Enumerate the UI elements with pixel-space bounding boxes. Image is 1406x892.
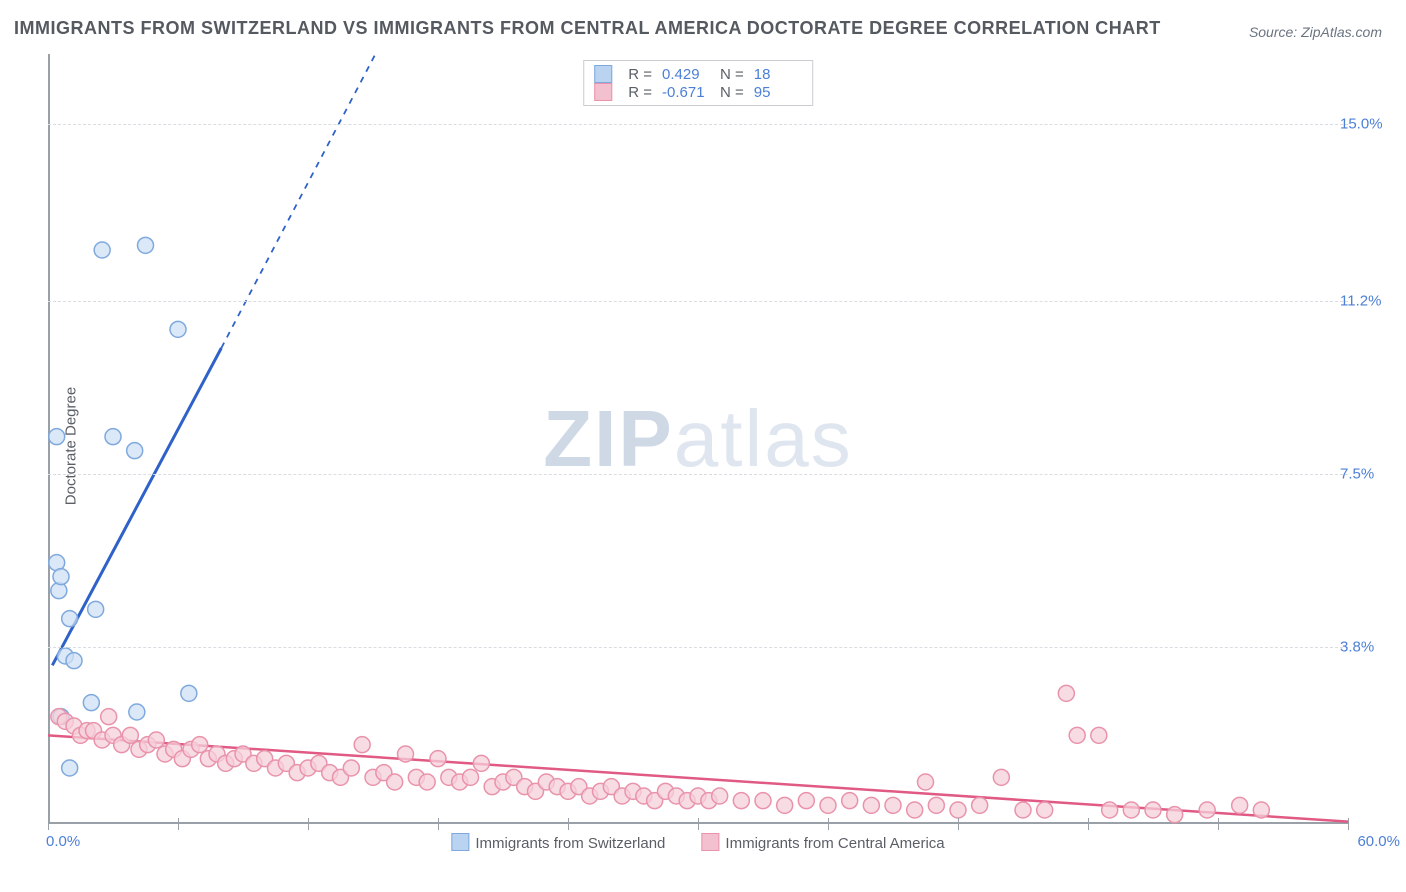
xtick-mark (1088, 818, 1089, 830)
xtick-mark (698, 818, 699, 830)
legend-bottom: Immigrants from Switzerland Immigrants f… (451, 833, 944, 852)
legend-swatch-switzerland-icon (451, 833, 469, 851)
grid-line (48, 124, 1348, 125)
xtick-mark (958, 818, 959, 830)
legend-item-switzerland: Immigrants from Switzerland (451, 833, 665, 852)
stats-box: R = 0.429 N = 18 R = -0.671 N = 95 (583, 60, 813, 106)
legend-item-central-america: Immigrants from Central America (701, 833, 944, 852)
r-value-central-america: -0.671 (662, 84, 710, 101)
stats-row-central-america: R = -0.671 N = 95 (594, 83, 802, 101)
swatch-central-america-icon (594, 83, 612, 101)
swatch-switzerland-icon (594, 65, 612, 83)
xtick-mark (1348, 818, 1349, 830)
legend-swatch-central-america-icon (701, 833, 719, 851)
xtick-mark (178, 818, 179, 830)
xtick-mark (308, 818, 309, 830)
xtick-mark (568, 818, 569, 830)
stats-row-switzerland: R = 0.429 N = 18 (594, 65, 802, 83)
grid-line (48, 301, 1348, 302)
source-site: ZipAtlas.com (1301, 24, 1382, 40)
n-value-central-america: 95 (754, 84, 802, 101)
xtick-mark (438, 818, 439, 830)
xtick-mark (1218, 818, 1219, 830)
grid-line (48, 474, 1348, 475)
r-label: R = (628, 84, 652, 101)
source-label: Source: (1249, 24, 1301, 40)
n-label: N = (720, 84, 744, 101)
legend-label-central-america: Immigrants from Central America (725, 835, 944, 852)
ytick-label: 11.2% (1340, 293, 1400, 310)
x-min-label: 0.0% (46, 833, 80, 850)
r-label: R = (628, 66, 652, 83)
xtick-mark (48, 818, 49, 830)
n-label: N = (720, 66, 744, 83)
source-credit: Source: ZipAtlas.com (1249, 24, 1382, 40)
plot-area: ZIPatlas 3.8%7.5%11.2%15.0% R = 0.429 N … (48, 54, 1348, 824)
x-max-label: 60.0% (1357, 833, 1400, 850)
ytick-label: 15.0% (1340, 116, 1400, 133)
xtick-mark (828, 818, 829, 830)
chart-title: IMMIGRANTS FROM SWITZERLAND VS IMMIGRANT… (14, 18, 1161, 39)
ytick-label: 7.5% (1340, 466, 1400, 483)
ytick-label: 3.8% (1340, 638, 1400, 655)
chart-svg (48, 54, 1348, 824)
n-value-switzerland: 18 (754, 66, 802, 83)
r-value-switzerland: 0.429 (662, 66, 710, 83)
grid-line (48, 647, 1348, 648)
legend-label-switzerland: Immigrants from Switzerland (475, 835, 665, 852)
